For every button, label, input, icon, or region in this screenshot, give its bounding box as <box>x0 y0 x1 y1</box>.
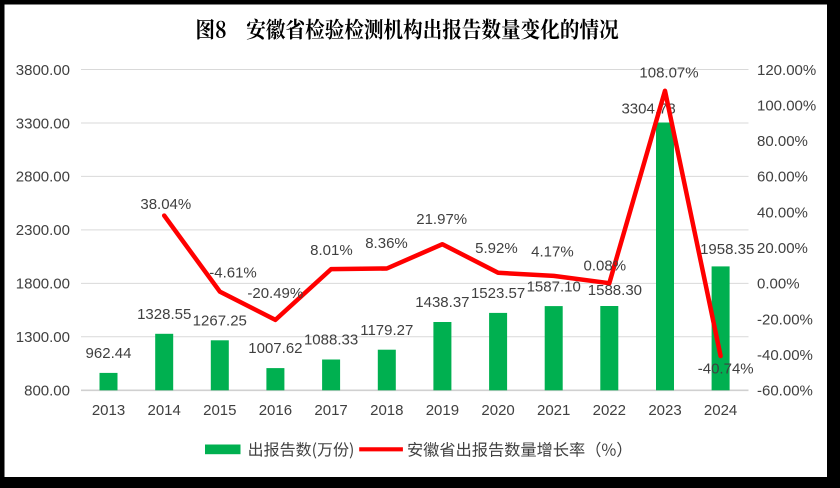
svg-text:2016: 2016 <box>259 402 292 419</box>
svg-text:5.92%: 5.92% <box>475 240 518 257</box>
svg-text:38.04%: 38.04% <box>140 196 191 213</box>
svg-text:100.00%: 100.00% <box>757 97 816 114</box>
svg-text:-20.49%: -20.49% <box>247 285 303 302</box>
svg-text:2015: 2015 <box>203 402 236 419</box>
svg-text:2300.00: 2300.00 <box>16 222 70 239</box>
svg-text:2014: 2014 <box>148 402 181 419</box>
svg-text:1800.00: 1800.00 <box>16 276 70 293</box>
svg-text:-4.61%: -4.61% <box>209 265 257 282</box>
svg-text:-20.00%: -20.00% <box>757 311 813 328</box>
svg-text:2800.00: 2800.00 <box>16 169 70 186</box>
svg-text:120.00%: 120.00% <box>757 62 816 79</box>
svg-text:4.17%: 4.17% <box>531 244 574 261</box>
svg-text:-60.00%: -60.00% <box>757 383 813 400</box>
svg-text:-40.00%: -40.00% <box>757 347 813 364</box>
svg-text:1179.27: 1179.27 <box>360 322 413 339</box>
svg-text:2019: 2019 <box>426 402 459 419</box>
svg-text:2022: 2022 <box>593 402 626 419</box>
svg-text:2018: 2018 <box>370 402 403 419</box>
svg-text:0.08%: 0.08% <box>584 258 627 275</box>
svg-text:1300.00: 1300.00 <box>16 329 70 346</box>
svg-text:8.01%: 8.01% <box>310 242 353 259</box>
svg-text:1958.35: 1958.35 <box>700 241 754 258</box>
svg-text:40.00%: 40.00% <box>757 204 808 221</box>
svg-text:2013: 2013 <box>92 402 125 419</box>
svg-text:21.97%: 21.97% <box>416 211 467 228</box>
svg-text:2020: 2020 <box>481 402 514 419</box>
svg-text:2024: 2024 <box>704 402 737 419</box>
svg-text:1523.57: 1523.57 <box>471 285 525 302</box>
svg-text:1267.25: 1267.25 <box>193 313 247 330</box>
svg-text:1588.30: 1588.30 <box>588 282 642 299</box>
svg-text:2017: 2017 <box>314 402 347 419</box>
svg-text:60.00%: 60.00% <box>757 169 808 186</box>
svg-text:1438.37: 1438.37 <box>415 294 469 311</box>
svg-text:20.00%: 20.00% <box>757 240 808 257</box>
svg-text:1587.10: 1587.10 <box>527 278 581 295</box>
svg-text:3300.00: 3300.00 <box>16 115 70 132</box>
svg-text:3800.00: 3800.00 <box>16 62 70 79</box>
svg-text:2023: 2023 <box>648 402 681 419</box>
svg-text:2021: 2021 <box>537 402 570 419</box>
svg-text:80.00%: 80.00% <box>757 133 808 150</box>
svg-text:8.36%: 8.36% <box>365 235 408 252</box>
svg-text:1007.62: 1007.62 <box>248 340 302 357</box>
svg-text:962.44: 962.44 <box>86 345 132 362</box>
svg-text:0.00%: 0.00% <box>757 276 800 293</box>
svg-text:800.00: 800.00 <box>24 383 70 400</box>
svg-text:108.07%: 108.07% <box>639 65 698 82</box>
svg-text:1088.33: 1088.33 <box>304 332 358 349</box>
svg-text:1328.55: 1328.55 <box>137 306 191 323</box>
svg-text:-40.74%: -40.74% <box>698 360 754 377</box>
